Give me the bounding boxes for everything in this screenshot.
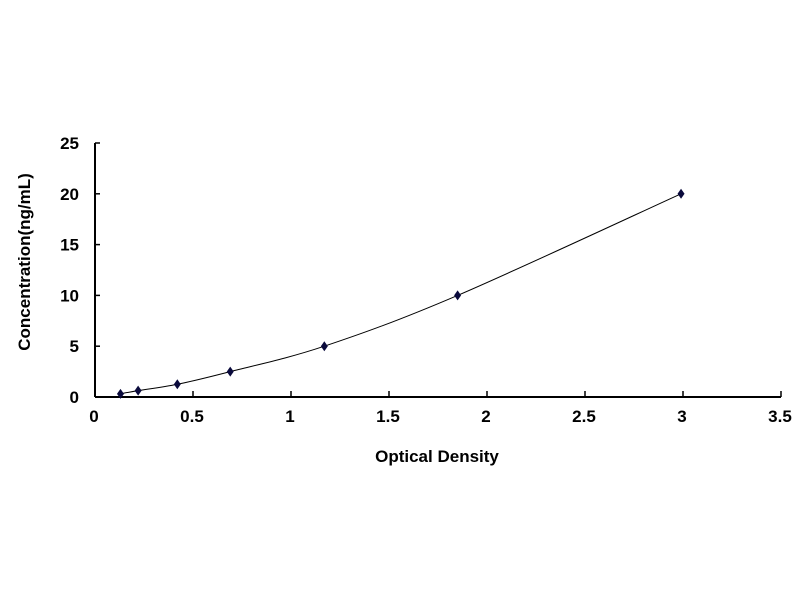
axes xyxy=(94,142,782,398)
y-tick-label: 20 xyxy=(60,185,79,204)
y-tick-label: 10 xyxy=(60,286,79,305)
fit-curve xyxy=(120,193,682,395)
x-axis-label: Optical Density xyxy=(375,447,499,466)
data-point xyxy=(134,385,142,396)
data-point xyxy=(173,379,181,390)
x-tick-label: 0 xyxy=(89,407,98,426)
y-tick-label: 5 xyxy=(70,337,79,356)
x-tick-label: 3.5 xyxy=(768,407,792,426)
x-tick-label: 2 xyxy=(481,407,490,426)
data-point xyxy=(320,341,328,352)
x-tick-label: 1 xyxy=(285,407,294,426)
data-point xyxy=(454,290,462,301)
data-point xyxy=(116,388,124,399)
tick-labels: 0 0.5 1 1.5 2 2.5 3 3.5 0 5 10 15 20 25 xyxy=(60,134,792,426)
x-tick-label: 1.5 xyxy=(376,407,400,426)
y-tick-label: 25 xyxy=(60,134,79,153)
data-point xyxy=(677,188,685,199)
x-tick-label: 2.5 xyxy=(572,407,596,426)
y-tick-label: 15 xyxy=(60,236,79,255)
x-tick-label: 3 xyxy=(677,407,686,426)
data-points xyxy=(116,188,685,399)
data-point xyxy=(226,366,234,377)
y-axis-label: Concentration(ng/mL) xyxy=(15,173,34,351)
x-tick-label: 0.5 xyxy=(180,407,204,426)
y-tick-label: 0 xyxy=(70,388,79,407)
